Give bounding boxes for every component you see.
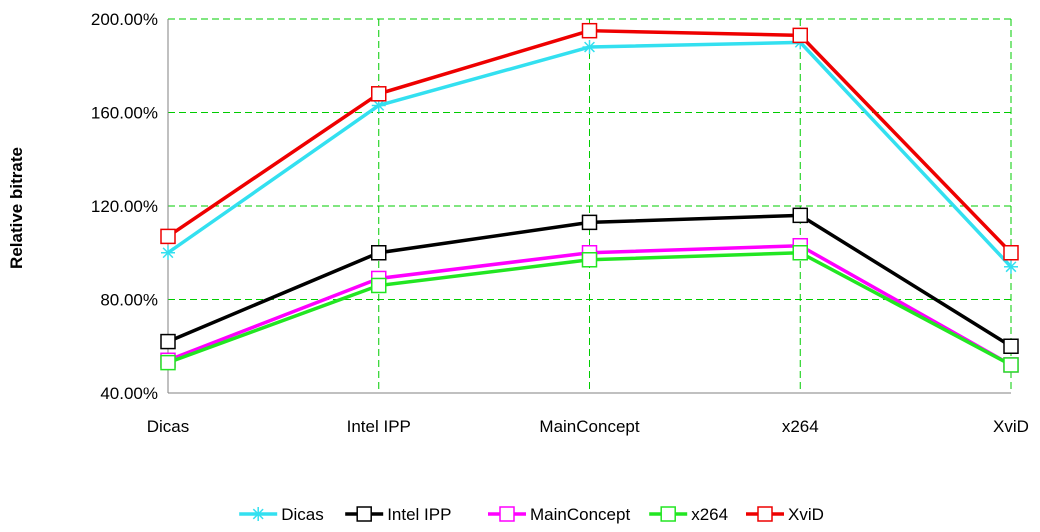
y-tick-label: 160.00% [91, 104, 158, 123]
data-point-xvid [371, 86, 387, 102]
legend-label: x264 [691, 505, 728, 524]
data-point-x264 [581, 252, 598, 268]
data-point-intel-ipp [792, 207, 808, 224]
x-tick-label: XviD [993, 417, 1029, 436]
legend-item-xvid: XviD [746, 505, 824, 524]
series-dicas [161, 35, 1018, 274]
legend-item-dicas: Dicas [239, 505, 324, 524]
legend-label: Dicas [281, 505, 324, 524]
data-point-dicas [1004, 259, 1018, 274]
grid [168, 18, 1012, 393]
legend-label: MainConcept [530, 505, 630, 524]
series-lines [160, 22, 1019, 373]
series-intel-ipp [160, 207, 1019, 354]
legend-item-mainconcept: MainConcept [488, 505, 630, 524]
data-point-intel-ipp [371, 245, 387, 261]
x-tick-label: MainConcept [539, 417, 639, 436]
axes [167, 19, 1011, 394]
data-point-dicas [161, 245, 175, 260]
data-point-intel-ipp [1003, 338, 1019, 354]
legend-marker [499, 506, 515, 522]
data-point-dicas [582, 40, 597, 55]
y-axis-title: Relative bitrate [7, 147, 26, 269]
legend-label: XviD [788, 505, 824, 524]
legend-label: Intel IPP [387, 505, 451, 524]
y-tick-label: 120.00% [91, 197, 158, 216]
legend-item-intel-ipp: Intel IPP [345, 505, 451, 524]
x-tick-label: Dicas [147, 417, 190, 436]
series-x264 [160, 245, 1019, 373]
data-point-x264 [371, 277, 387, 294]
data-point-intel-ipp [160, 333, 176, 350]
legend: Dicas Intel IPP MainConcept x264 XviD [239, 505, 824, 524]
data-point-xvid [160, 228, 176, 245]
series-xvid [160, 22, 1019, 261]
legend-item-x264: x264 [649, 505, 728, 524]
y-tick-label: 80.00% [100, 291, 158, 310]
data-point-x264 [1003, 357, 1019, 373]
x-tick-label: Intel IPP [347, 417, 411, 436]
legend-marker [660, 506, 676, 522]
y-tick-label: 40.00% [100, 384, 158, 403]
data-point-xvid [581, 22, 598, 39]
data-point-dicas [371, 98, 386, 113]
tick-labels: 40.00% 80.00% 120.00% 160.00% 200.00% Dicas In… [91, 10, 1029, 436]
data-point-xvid [1003, 245, 1019, 261]
y-tick-label: 200.00% [91, 10, 158, 29]
x-tick-label: x264 [782, 417, 819, 436]
data-point-intel-ipp [581, 214, 598, 231]
legend-marker [757, 506, 773, 522]
data-point-xvid [792, 27, 808, 44]
data-point-x264 [792, 245, 808, 261]
legend-marker [356, 506, 372, 522]
legend-marker [251, 507, 266, 521]
data-point-x264 [160, 354, 176, 371]
